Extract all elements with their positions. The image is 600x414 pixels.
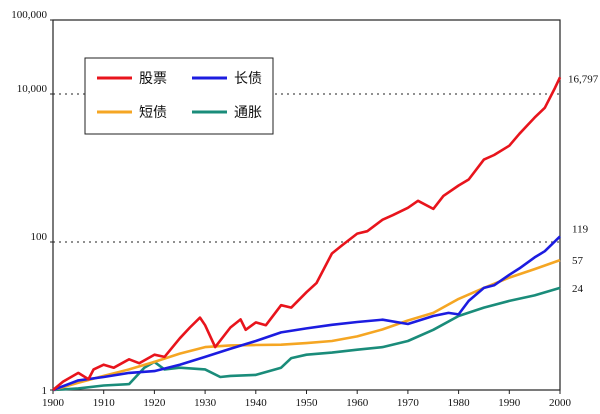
x-tick-label: 2000	[549, 397, 572, 409]
series-line-long-bonds	[52, 235, 561, 392]
legend-label-short-bonds: 短债	[139, 105, 167, 121]
x-axis: 1900 1910 1920 1930 1940 1950 1960 1970 1980 1990…	[42, 390, 572, 409]
x-tick-label: 1930	[194, 397, 217, 409]
legend-label-inflation: 通胀	[234, 105, 262, 121]
end-label-inflation: 24	[572, 283, 584, 295]
series-line-short-bonds	[52, 258, 561, 392]
x-tick-label: 1970	[397, 397, 420, 409]
y-tick-label: 100,000	[11, 9, 47, 21]
x-tick-label: 1900	[42, 397, 65, 409]
legend-label-long-bonds: 长债	[234, 71, 262, 87]
y-tick-label: 100	[31, 231, 48, 243]
x-tick-label: 1960	[346, 397, 369, 409]
y-tick-label: 1	[42, 385, 48, 397]
legend-box	[84, 57, 274, 135]
x-tick-label: 1910	[93, 397, 116, 409]
series-line-stocks	[52, 76, 562, 391]
end-label-long-bonds: 119	[572, 223, 589, 235]
legend: 股票 长债 短债 通胀	[84, 57, 274, 135]
x-tick-label: 1990	[498, 397, 521, 409]
series-line-inflation	[52, 286, 561, 392]
x-tick-label: 1940	[245, 397, 268, 409]
x-tick-label: 1920	[143, 397, 166, 409]
x-tick-label: 1980	[448, 397, 471, 409]
y-axis: 1 100 10,000 100,000	[11, 9, 53, 397]
end-labels: 16,797 119 57 24	[568, 73, 599, 295]
end-label-stocks: 16,797	[568, 73, 599, 85]
x-tick-label: 1950	[296, 397, 319, 409]
legend-label-stocks: 股票	[139, 71, 167, 87]
y-tick-label: 10,000	[17, 83, 48, 95]
series-layer	[52, 76, 562, 392]
end-label-short-bonds: 57	[572, 255, 584, 267]
